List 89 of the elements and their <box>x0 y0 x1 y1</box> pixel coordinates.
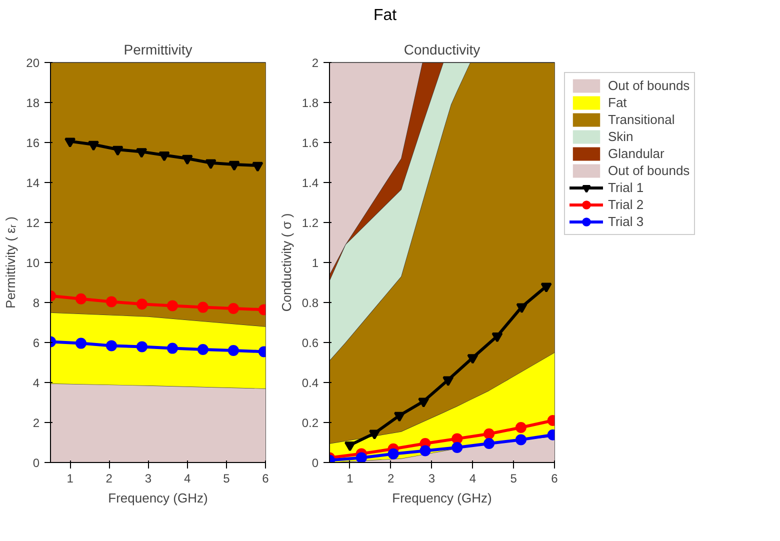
y-tick-label: 2 <box>32 416 40 430</box>
point <box>467 354 478 364</box>
legend-label: Glandular <box>608 145 664 162</box>
y-tick-label: 0.6 <box>302 336 319 350</box>
point <box>344 442 356 452</box>
point <box>166 300 178 312</box>
point <box>106 340 117 352</box>
x-tick-label: 5 <box>510 472 518 486</box>
point <box>252 162 264 172</box>
y-tick-label: 20 <box>26 56 40 70</box>
y-tick-label: 14 <box>26 176 40 190</box>
point <box>540 282 552 292</box>
y-tick-label: 8 <box>32 296 40 310</box>
point <box>484 438 495 449</box>
point <box>182 154 193 165</box>
x-tick-label: 2 <box>388 472 395 486</box>
y-axis-title: Permittivity ( εᵣ ) <box>3 216 18 308</box>
y-tick-label: 0.8 <box>302 296 319 310</box>
y-tick-label: 1 <box>312 256 319 270</box>
point <box>228 303 239 314</box>
legend-label: Skin <box>608 128 634 145</box>
x-tick-label: 4 <box>184 472 191 486</box>
point <box>228 160 240 171</box>
legend-label: Transitional <box>608 111 675 128</box>
x-tick-label: 3 <box>428 472 436 486</box>
point <box>452 433 463 444</box>
y-tick-label: 4 <box>32 376 40 390</box>
point <box>452 442 463 453</box>
point <box>420 445 431 456</box>
point <box>418 398 430 408</box>
y-tick-label: 10 <box>26 256 40 270</box>
point <box>197 302 208 313</box>
point <box>158 152 170 162</box>
y-tick-label: 18 <box>26 96 40 110</box>
y-tick-label: 0.4 <box>302 376 319 390</box>
x-tick-label: 1 <box>66 472 74 486</box>
point <box>112 146 124 156</box>
legend-label: Trial 2 <box>608 196 644 213</box>
x-tick-label: 4 <box>469 472 476 486</box>
y-tick-label: 16 <box>26 136 40 150</box>
point <box>228 345 239 356</box>
point <box>64 138 76 148</box>
legend-label: Fat <box>608 94 628 111</box>
y-tick-label: 12 <box>26 216 40 230</box>
y-tick-label: 1.4 <box>302 176 319 190</box>
x-axis-title: Frequency (GHz) <box>392 490 492 506</box>
legend-label: Out of bounds <box>608 162 690 179</box>
y-tick-label: 2 <box>312 56 319 70</box>
y-tick-label: 1.2 <box>302 216 319 230</box>
chart-title: Conductivity <box>404 42 480 58</box>
y-tick-label: 1.8 <box>302 96 319 110</box>
text: Fat <box>373 6 397 26</box>
point <box>106 296 117 308</box>
y-tick-label: 1.6 <box>302 136 319 150</box>
point <box>205 159 216 170</box>
point <box>136 341 148 352</box>
x-tick-label: 6 <box>551 472 558 486</box>
point <box>75 293 86 304</box>
point <box>515 422 526 433</box>
point <box>369 430 380 440</box>
point <box>516 303 528 314</box>
y-tick-label: 6 <box>32 336 40 350</box>
point <box>484 428 495 440</box>
point <box>515 434 526 446</box>
y-axis-title: Conductivity ( σ ) <box>278 213 294 312</box>
legend-label: Trial 1 <box>608 179 644 196</box>
point <box>394 412 405 422</box>
point <box>442 376 454 386</box>
point <box>75 338 86 349</box>
chart-title: Permittivity <box>124 42 192 58</box>
x-tick-label: 6 <box>262 472 270 486</box>
point <box>166 342 178 354</box>
x-tick-label: 2 <box>106 472 113 486</box>
point <box>136 298 148 310</box>
x-tick-label: 1 <box>346 472 354 486</box>
y-tick-label: 0 <box>312 456 319 470</box>
x-axis-title: Frequency (GHz) <box>108 490 208 506</box>
y-tick-label: 0 <box>32 456 40 470</box>
point <box>197 344 208 355</box>
point <box>356 452 367 462</box>
legend-label: Trial 3 <box>608 213 644 230</box>
legend-label: Out of bounds <box>608 77 690 94</box>
point <box>388 448 399 460</box>
point <box>88 140 99 151</box>
x-tick-label: 5 <box>223 472 230 486</box>
y-tick-label: 0.2 <box>302 416 319 430</box>
point <box>136 148 148 158</box>
point <box>492 332 503 342</box>
x-tick-label: 3 <box>144 472 152 486</box>
